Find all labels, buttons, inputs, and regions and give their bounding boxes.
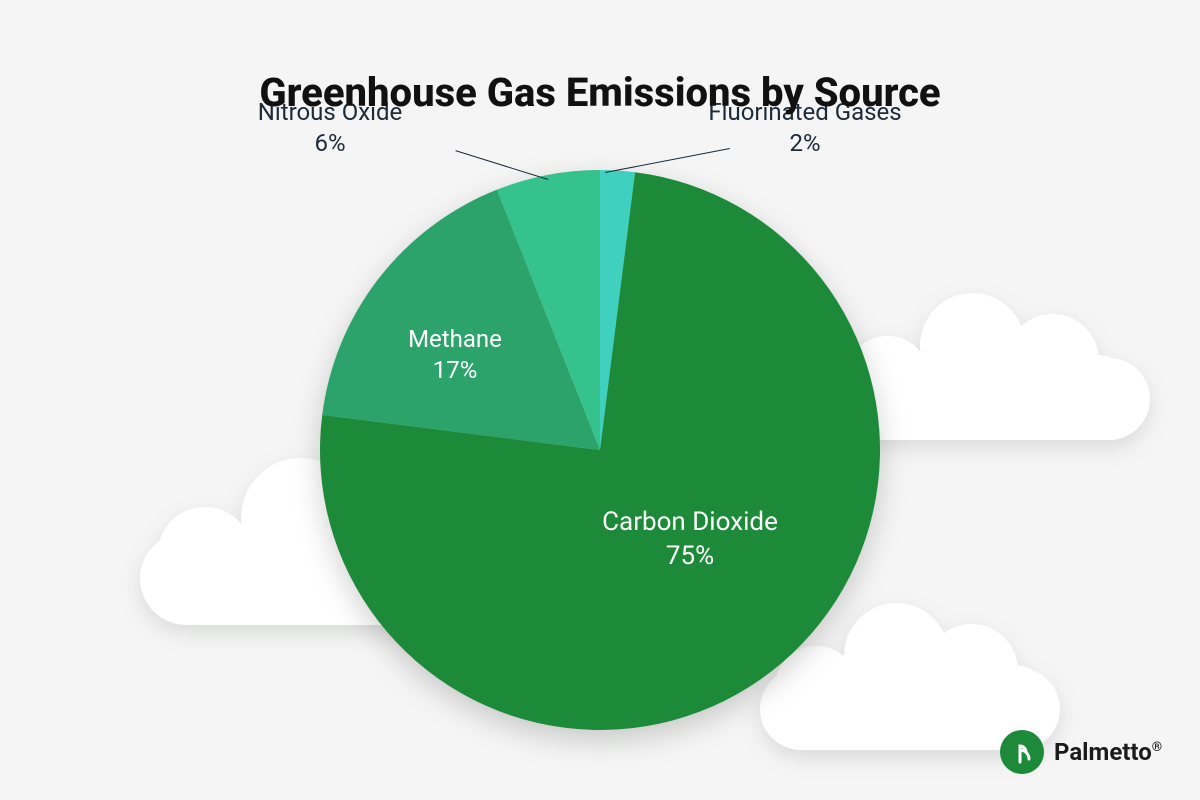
slice-name-carbon-dioxide: Carbon Dioxide [602, 506, 778, 540]
brand-trademark: ® [1152, 740, 1162, 755]
chart-title: Greenhouse Gas Emissions by Source [0, 69, 1200, 116]
slice-pct-methane: 17% [408, 355, 502, 386]
slice-name-methane: Methane [408, 324, 502, 355]
brand-name: Palmetto [1054, 738, 1152, 766]
brand-badge [1000, 730, 1044, 774]
brand-text: Palmetto® [1054, 738, 1162, 766]
slice-label-methane: Methane17% [408, 324, 502, 386]
slice-label-carbon-dioxide: Carbon Dioxide75% [602, 506, 778, 574]
palmetto-icon [1009, 739, 1035, 765]
slice-pct-nitrous-oxide: 6% [258, 128, 402, 159]
slice-pct-carbon-dioxide: 75% [602, 540, 778, 574]
slice-pct-fluorinated: 2% [708, 128, 901, 159]
pie-chart [320, 170, 880, 730]
brand-logo: Palmetto® [1000, 730, 1162, 774]
pie-svg [320, 170, 880, 730]
